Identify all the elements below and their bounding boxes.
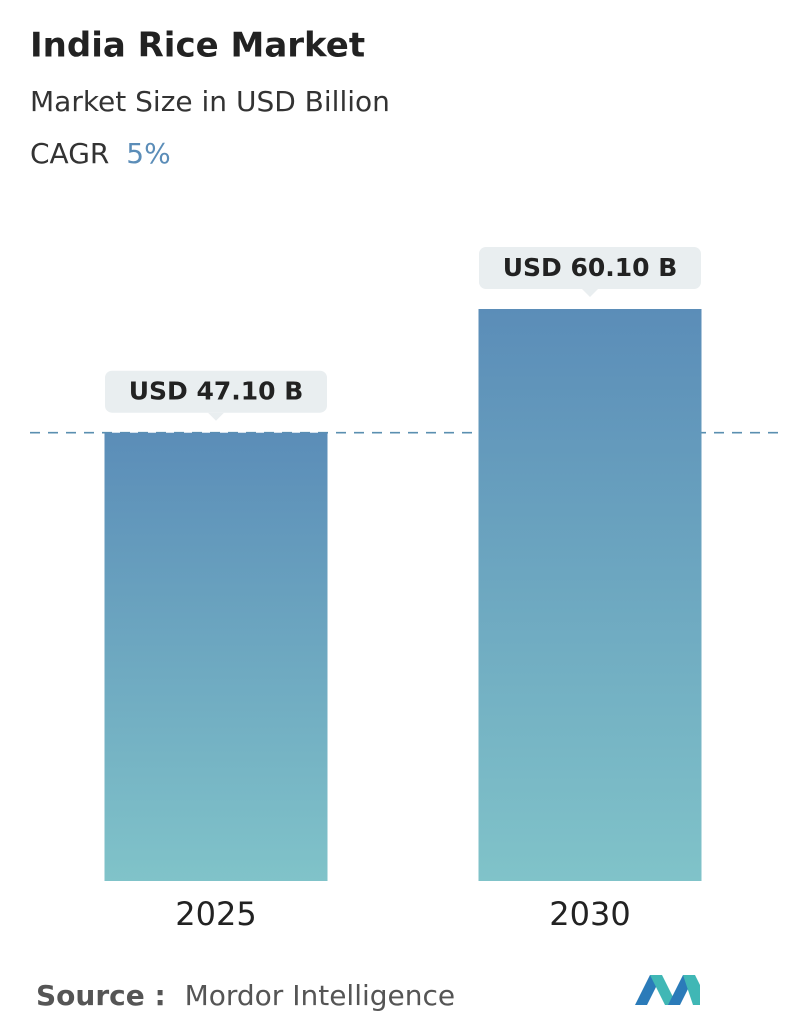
cagr: CAGR 5% xyxy=(30,137,171,170)
chart-subtitle: Market Size in USD Billion xyxy=(30,85,390,118)
plot: USD 47.10 B 2025 USD 60.10 B 2030 xyxy=(30,247,785,933)
value-label-box xyxy=(105,370,327,413)
value-label-box xyxy=(479,247,701,289)
source-label: Source : xyxy=(36,979,166,1012)
value-label-pointer xyxy=(208,412,224,421)
value-label: USD 47.10 B xyxy=(129,377,304,406)
source: Source : Mordor Intelligence xyxy=(36,979,455,1012)
bar xyxy=(478,309,702,881)
cagr-label: CAGR xyxy=(30,137,109,170)
source-name: Mordor Intelligence xyxy=(185,979,456,1012)
value-label-pointer xyxy=(582,289,598,297)
cagr-value: 5% xyxy=(126,137,170,170)
bar xyxy=(104,432,328,881)
value-label: USD 60.10 B xyxy=(503,253,678,282)
x-tick-label: 2025 xyxy=(175,895,256,933)
chart-title: India Rice Market xyxy=(30,26,365,66)
logo xyxy=(635,975,700,1005)
x-tick-label: 2030 xyxy=(549,895,630,933)
